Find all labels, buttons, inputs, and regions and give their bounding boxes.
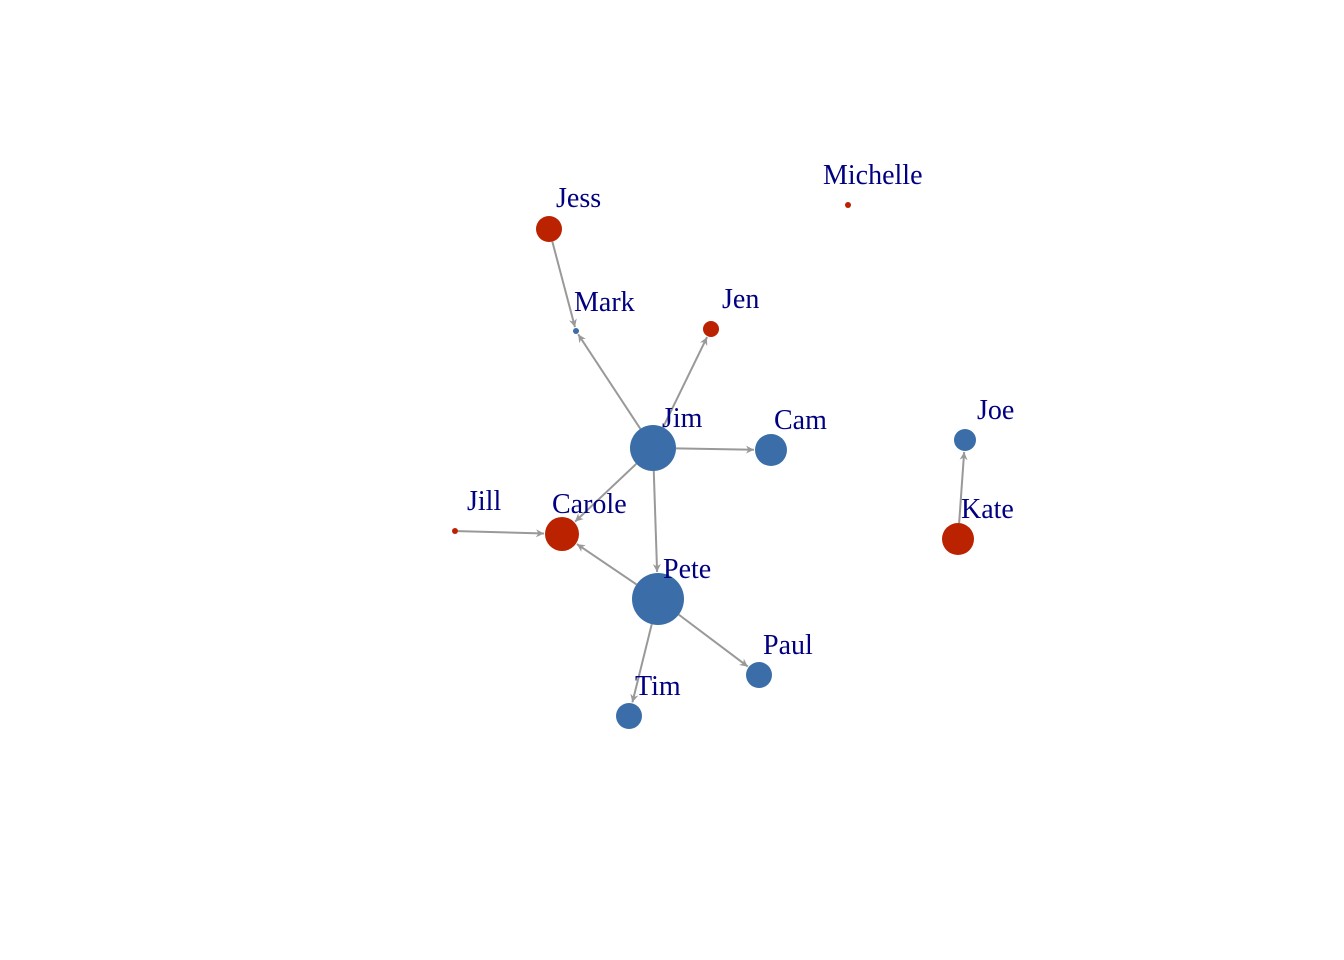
node-label-michelle: Michelle [823,160,923,191]
edge-pete-to-tim [630,623,653,703]
node-label-jess: Jess [556,183,601,214]
edge-jim-to-cam [675,445,755,454]
node-cam [755,434,787,466]
edge-jim-to-mark [577,333,642,430]
node-carole [545,517,579,551]
node-label-carole: Carole [552,489,627,520]
node-jess [536,216,562,242]
edge-pete-to-carole [576,543,638,586]
edge-pete-to-paul [678,613,749,668]
edge-jess-to-mark [551,241,577,328]
node-jim [630,425,676,471]
node-label-jill: Jill [467,486,501,517]
node-tim [616,703,642,729]
node-paul [746,662,772,688]
node-label-pete: Pete [663,554,711,585]
node-jill [452,528,458,534]
node-label-joe: Joe [977,395,1014,426]
node-kate [942,523,974,555]
node-label-cam: Cam [774,405,827,436]
labels-layer: Jim Pete Carole Jess Mark Jen Cam Jill Paul Tim Mi… [467,160,1014,702]
node-mark [573,328,579,334]
node-joe [954,429,976,451]
nodes-layer [452,202,976,729]
node-jen [703,321,719,337]
edge-jim-to-jen [662,336,708,428]
edge-jim-to-carole [574,463,637,523]
node-michelle [845,202,851,208]
edge-kate-to-joe [958,451,968,524]
edge-jim-to-pete [652,470,661,573]
node-label-mark: Mark [574,287,635,318]
node-label-paul: Paul [763,630,813,661]
node-label-jim: Jim [662,403,703,434]
edges-layer [457,241,968,703]
node-label-tim: Tim [635,671,681,702]
node-label-jen: Jen [722,284,759,315]
edge-jill-to-carole [457,529,545,538]
node-label-kate: Kate [961,494,1014,525]
node-pete [632,573,684,625]
